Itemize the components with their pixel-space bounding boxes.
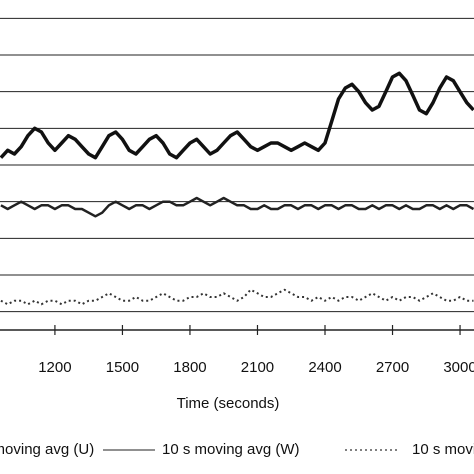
x-tick-label: 2100 (241, 359, 274, 376)
x-tick-label: 2700 (376, 359, 409, 376)
legend-label: 10 s moving avg (V) (412, 441, 474, 458)
legend-label: 10 s moving avg (W) (162, 441, 300, 458)
legend-label: 10 s moving avg (U) (0, 441, 94, 458)
x-tick-label: 2400 (308, 359, 341, 376)
series-line (0, 288, 474, 306)
x-tick-label: 1800 (173, 359, 206, 376)
x-tick-label: 1500 (106, 359, 139, 376)
series-line (0, 196, 474, 218)
series-line (0, 71, 474, 160)
x-tick-label: 1200 (38, 359, 71, 376)
x-axis-title: Time (seconds) (177, 395, 280, 412)
x-tick-label: 3000 (443, 359, 474, 376)
